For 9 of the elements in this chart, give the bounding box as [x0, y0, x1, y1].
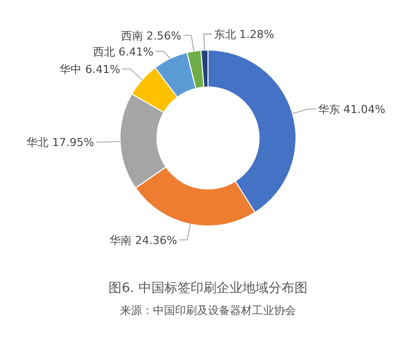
- slice-label: 华北 17.95%: [26, 136, 94, 150]
- source-note: 来源：中国印刷及设备器材工业协会: [120, 304, 296, 317]
- text: 图6. 中国标签印刷企业地域分布图: [108, 281, 308, 296]
- slice-label: 西南 2.56%: [120, 29, 182, 42]
- slice-label: 华中 6.41%: [60, 62, 120, 76]
- slice-label: 华南 24.36%: [110, 234, 178, 247]
- slice-label: 西北 6.41%: [93, 45, 154, 58]
- slice-label: 华东 41.04%: [318, 103, 386, 116]
- slice-label: 东北 1.28%: [214, 28, 274, 42]
